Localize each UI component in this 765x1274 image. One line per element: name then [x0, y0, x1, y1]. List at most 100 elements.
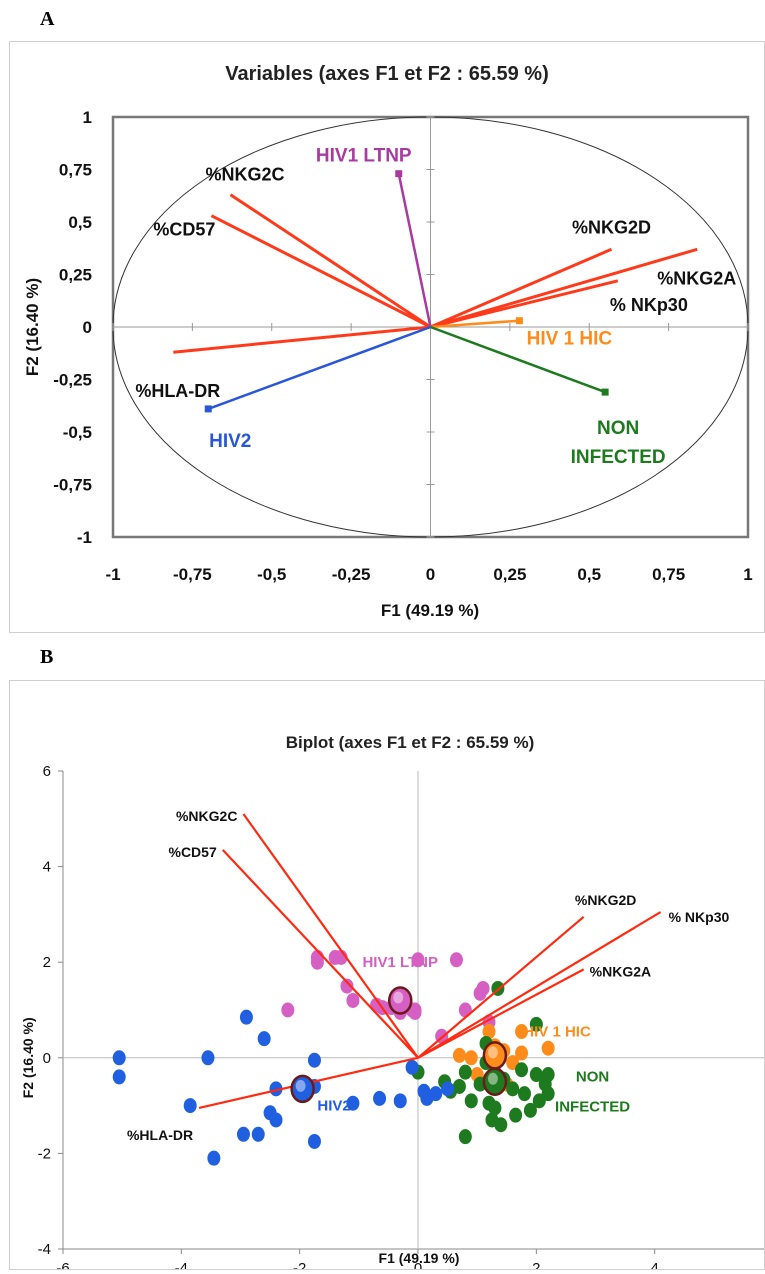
label-hiv2: HIV2	[209, 431, 251, 452]
y-tick-label: -4	[38, 1241, 51, 1258]
y-tick-label: -0,75	[53, 476, 92, 495]
point-hiv2	[269, 1081, 283, 1097]
y-tick-label: 0,5	[68, 213, 92, 232]
label-hiv1-ltnp: HIV1 LTNP	[316, 146, 412, 167]
point-non-infected	[518, 1086, 531, 1102]
x-tick-label: 0,5	[577, 565, 601, 584]
point-non-infected	[494, 1117, 508, 1133]
point-non-infected	[488, 1100, 502, 1116]
label-hiv-1-hic: HIV 1 HIC	[523, 1023, 591, 1040]
point-hiv2	[112, 1050, 126, 1066]
point-hiv1-ltnp	[408, 1004, 422, 1020]
vector-cd57	[221, 849, 419, 1059]
vector-nkp30	[430, 279, 619, 329]
x-tick-label: -0,25	[332, 565, 371, 584]
y-axis-label: F2 (16.40 %)	[23, 278, 42, 376]
point-hiv2	[112, 1069, 126, 1085]
point-hiv1-ltnp	[449, 952, 463, 968]
point-hiv1-ltnp	[281, 1002, 295, 1018]
y-tick-label: -2	[38, 1145, 51, 1162]
label-hiv2: HIV2	[317, 1097, 350, 1114]
vector-hiv2	[207, 325, 431, 411]
x-tick-label: -6	[56, 1260, 69, 1269]
label-nkg2a: %NKG2A	[657, 268, 736, 288]
y-tick-label: 0,75	[59, 161, 92, 180]
vector-non-infected	[430, 325, 606, 394]
x-tick-label: 0,25	[493, 565, 526, 584]
point-hiv2	[393, 1093, 407, 1109]
point-hiv2	[239, 1009, 253, 1025]
point-hiv2	[417, 1083, 431, 1099]
vector-hla-dr	[173, 325, 431, 354]
panel-letter-a: A	[40, 8, 55, 30]
x-tick-label: 0	[426, 565, 435, 584]
label-nkg2c: %NKG2C	[205, 165, 284, 185]
vector-hiv1-ltnp	[397, 173, 432, 328]
point-non-infected	[452, 1078, 466, 1094]
chart-frame-a: Variables (axes F1 et F2 : 65.59 %) -1 -0,…	[9, 41, 765, 633]
point-non-infected	[529, 1067, 543, 1083]
point-hiv2	[429, 1086, 443, 1102]
y-tick-label: -1	[77, 528, 92, 547]
point-hiv2	[373, 1090, 387, 1106]
x-tick-label: -4	[175, 1260, 188, 1269]
centroid-highlight-non-infected	[487, 1072, 498, 1085]
point-hiv-1-hic	[515, 1024, 529, 1040]
point-hiv2	[257, 1031, 271, 1047]
point-non-infected	[541, 1067, 555, 1083]
x-tick-label: -1	[105, 565, 120, 584]
label-hiv1-ltnp: HIV1 LTNP	[362, 954, 438, 971]
point-hiv-1-hic	[541, 1040, 555, 1056]
vector-nkg2a	[417, 968, 585, 1059]
x-tick-label: -0,5	[257, 565, 286, 584]
label-nkp30: % NKp30	[610, 295, 688, 315]
point-hiv2	[307, 1133, 321, 1149]
label-cd57: %CD57	[153, 220, 215, 240]
label-nkg2a: %NKG2A	[590, 963, 651, 979]
y-axis-label: F2 (16.40 %)	[20, 1017, 36, 1098]
point-hiv1-ltnp	[411, 952, 425, 968]
y-tick-label: 0	[43, 1050, 51, 1067]
biplot-chart: Biplot (axes F1 et F2 : 65.59 %) -6 -4 -2 0 2…	[20, 733, 765, 1274]
chart-title: Variables (axes F1 et F2 : 65.59 %)	[225, 63, 549, 85]
point-non-infected	[458, 1129, 472, 1145]
point-non-infected	[458, 1064, 472, 1080]
x-axis-label: F1 (49.19 %)	[381, 601, 479, 620]
label-non-infected-line2: INFECTED	[571, 447, 666, 468]
label-hiv-1-hic: HIV 1 HIC	[527, 329, 613, 350]
panel-letter-b: B	[40, 646, 54, 668]
point-non-infected	[523, 1102, 537, 1118]
label-nkg2c: %NKG2C	[176, 808, 237, 824]
point-hiv2	[183, 1098, 197, 1114]
x-tick-label: 0	[414, 1260, 422, 1269]
label-non-infected-line1: NON	[576, 1069, 609, 1086]
y-tick-label: 6	[43, 763, 51, 780]
label-non-infected-line1: NON	[597, 418, 639, 439]
centroid-highlight-hiv-1-hic	[487, 1046, 498, 1059]
point-hiv2	[236, 1126, 250, 1142]
vector-nkg2d	[417, 915, 585, 1059]
x-tick-label: 0,75	[652, 565, 685, 584]
centroid-hiv1-ltnp	[388, 986, 413, 1015]
y-tick-label: 1	[83, 108, 92, 127]
point-non-infected	[464, 1093, 478, 1109]
point-hiv2	[307, 1052, 321, 1068]
vector-nkg2a	[430, 247, 698, 329]
point-hiv2	[251, 1126, 265, 1142]
x-tick-label: -2	[293, 1260, 306, 1269]
point-hiv2	[201, 1050, 215, 1066]
point-hiv2	[405, 1059, 419, 1075]
x-axis-label: F1 (49.19 %)	[379, 1250, 460, 1266]
vector-nkg2c	[229, 193, 432, 329]
label-hla-dr: %HLA-DR	[127, 1127, 193, 1143]
point-non-infected	[509, 1107, 523, 1123]
point-non-infected	[541, 1086, 555, 1102]
label-non-infected-line2: INFECTED	[555, 1099, 630, 1116]
vector-hiv-1-hic	[430, 319, 520, 329]
point-non-infected	[529, 1016, 543, 1032]
label-hla-dr: %HLA-DR	[135, 381, 220, 401]
y-tick-label: 4	[43, 859, 51, 876]
vector-nkg2c	[242, 813, 419, 1059]
point-hiv1-ltnp	[310, 954, 324, 970]
point-non-infected	[515, 1062, 529, 1078]
